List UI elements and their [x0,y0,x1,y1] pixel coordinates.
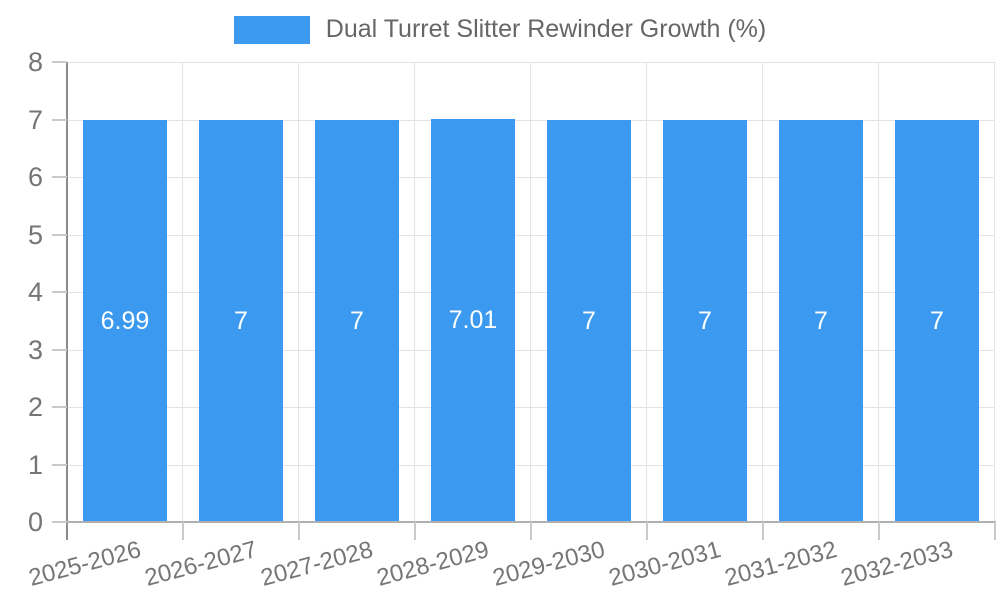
legend-item[interactable]: Dual Turret Slitter Rewinder Growth (%) [233,15,767,44]
x-axis-tick [182,522,184,540]
gridline-horizontal [67,292,995,293]
gridline-vertical [646,62,647,522]
bar-value-label: 7.01 [448,306,498,335]
y-axis-tick [52,348,67,351]
x-axis-tick [646,522,648,540]
bar [431,118,515,522]
y-axis-line [66,62,68,540]
x-axis-tick-label: 2026-2027 [142,536,260,592]
gridline-horizontal [67,119,995,121]
gridline-vertical [182,62,183,522]
bar [199,119,283,522]
y-axis-tick-label: 5 [27,219,43,250]
x-axis-tick [878,522,880,540]
x-axis-tick [994,522,996,540]
bar-value-label: 7 [698,306,712,335]
bar-value-label: 7 [814,306,828,335]
y-axis-tick [52,521,67,523]
bar [315,119,399,522]
x-axis-tick [762,522,764,540]
y-axis-tick [52,406,67,408]
bar [895,119,979,522]
y-axis-tick-label: 1 [27,449,43,480]
gridline-horizontal [67,464,995,466]
legend-label: Dual Turret Slitter Rewinder Growth (%) [325,15,767,43]
plot-area: 6.99 7 7 7.01 7 7 7 7 [67,62,995,522]
gridline-horizontal [67,407,995,408]
x-axis-tick-label: 2027-2028 [258,536,376,592]
y-axis-tick-label: 4 [27,277,43,307]
gridline-vertical [994,62,995,522]
bar-value-label: 7 [582,306,596,335]
gridline-vertical [530,62,531,522]
gridline-horizontal [67,62,995,63]
y-axis-tick-label: 2 [27,392,43,422]
x-axis-tick-label: 2028-2029 [374,536,492,592]
x-axis-tick [414,522,416,540]
chart-legend: Dual Turret Slitter Rewinder Growth (%) [0,15,1000,44]
bar-value-label: 7 [350,306,364,335]
x-axis-tick-label: 2031-2032 [722,536,840,592]
bar [83,120,167,522]
y-axis-tick-label: 3 [27,334,43,365]
y-axis-tick-label: 8 [27,47,43,77]
y-axis-tick-label: 6 [27,162,43,192]
gridline-vertical [298,62,299,522]
x-axis-tick-label: 2029-2030 [490,536,608,592]
bar [547,119,631,522]
bar-value-label: 7 [234,306,248,335]
y-axis-tick [52,291,67,293]
y-axis-tick [52,176,67,178]
y-axis-tick [52,118,67,121]
y-axis-tick-label: 7 [27,104,43,135]
gridline-vertical [762,62,763,522]
bar-value-label: 7 [930,306,944,335]
bar-value-label: 6.99 [100,307,150,336]
bar [779,119,863,522]
gridline-horizontal [67,177,995,178]
x-axis-tick-label: 2030-2031 [606,536,724,592]
legend-swatch [233,15,310,44]
gridline-vertical [414,62,415,522]
y-axis-tick-label: 0 [27,507,43,537]
y-axis-tick [52,463,67,466]
y-axis-tick [52,61,67,63]
y-axis-tick [52,233,67,236]
x-axis-tick [298,522,300,540]
x-axis-tick [530,522,532,540]
x-axis-tick-label: 2032-2033 [838,536,956,592]
gridline-horizontal [67,234,995,236]
x-axis-tick-label: 2025-2026 [26,536,144,592]
gridline-horizontal [67,349,995,351]
gridline-vertical [878,62,879,522]
bar [663,119,747,522]
